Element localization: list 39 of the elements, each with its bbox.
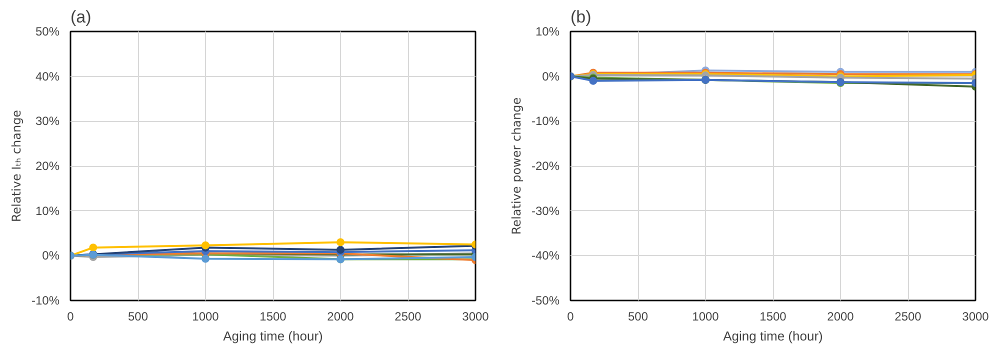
x-tick-label: 3000: [962, 310, 990, 324]
x-axis-title: Aging time (hour): [723, 328, 823, 344]
y-tick-label: -10%: [31, 294, 60, 308]
point: [202, 254, 210, 263]
x-tick-label: 1000: [692, 310, 720, 324]
x-tick-label: 0: [67, 310, 74, 324]
y-tick-label: 40%: [35, 69, 60, 84]
chart-title: (a): [70, 8, 92, 26]
y-tick-label: 0%: [542, 69, 560, 84]
y-tick-label: -20%: [531, 159, 560, 173]
y-tick-label: 10%: [35, 204, 60, 218]
y-tick-label: -10%: [531, 114, 560, 128]
point: [202, 241, 210, 250]
point: [89, 244, 98, 252]
x-tick-label: 500: [628, 310, 648, 324]
point: [336, 238, 344, 246]
y-axis-title: Relative Iₜₕ change: [9, 110, 24, 222]
chart-title: (b): [570, 8, 592, 26]
y-tick-label: 0%: [42, 248, 60, 263]
y-tick-label: 30%: [35, 114, 60, 128]
x-tick-label: 0: [567, 310, 574, 324]
y-tick-label: -40%: [531, 248, 560, 263]
x-tick-label: 2000: [327, 310, 354, 324]
y-tick-label: 10%: [535, 24, 560, 38]
x-tick-label: 1000: [192, 310, 220, 324]
x-axis-title: Aging time (hour): [223, 328, 323, 344]
x-tick-label: 1500: [760, 310, 787, 324]
x-tick-label: 2000: [827, 310, 854, 324]
y-axis-title: Relative power change: [509, 97, 524, 235]
x-tick-label: 500: [128, 310, 148, 324]
y-tick-label: 20%: [35, 159, 60, 173]
point: [336, 246, 344, 254]
x-tick-label: 3000: [462, 310, 490, 324]
y-tick-label: -50%: [531, 294, 560, 308]
x-tick-label: 1500: [260, 310, 287, 324]
y-tick-label: 50%: [35, 24, 60, 38]
x-tick-label: 2500: [894, 310, 922, 324]
y-tick-label: -30%: [531, 204, 560, 218]
x-tick-label: 2500: [394, 310, 422, 324]
